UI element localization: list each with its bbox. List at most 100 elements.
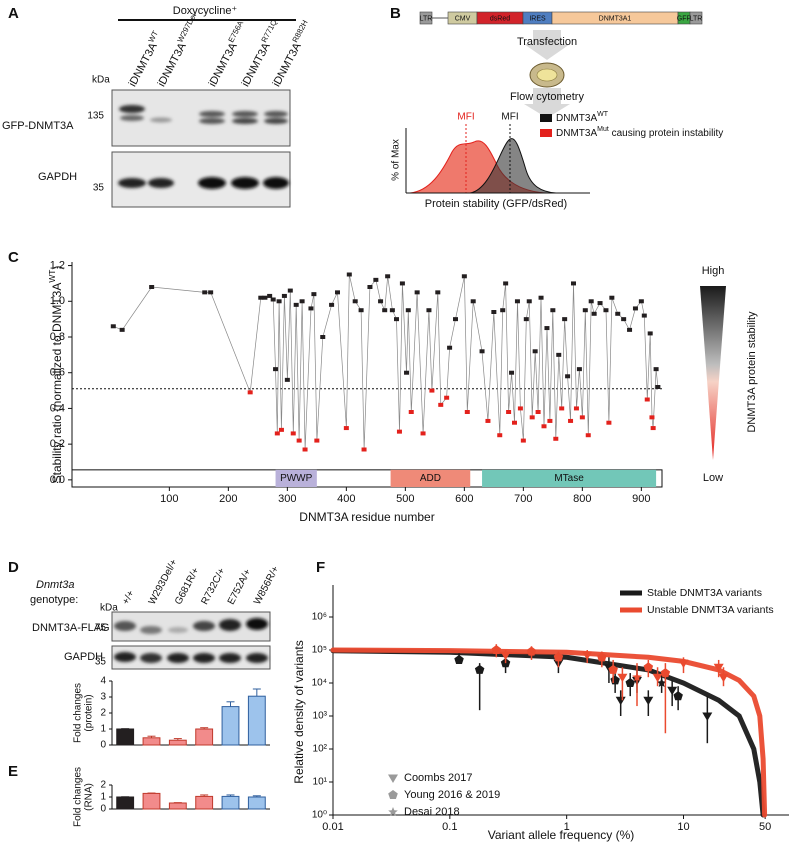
panel-d-blot: Dnmt3a genotype: kDa 75 35 DNMT3A-FLAG G… — [30, 579, 271, 670]
data-point — [335, 290, 340, 295]
data-point — [270, 297, 276, 302]
data-point — [702, 712, 713, 721]
text-part: iDNMT3A — [240, 40, 273, 88]
x-tick-label: 600 — [455, 493, 473, 505]
data-point — [399, 281, 405, 286]
vector-label: DNMT3A1 — [599, 15, 632, 22]
data-point — [329, 302, 335, 307]
legend-marker — [388, 790, 398, 799]
data-point — [653, 367, 659, 372]
data-point — [632, 672, 642, 682]
data-point — [647, 331, 653, 336]
text-part: iDNMT3A — [207, 40, 240, 88]
y-tick-label: 1 — [100, 724, 106, 735]
data-point — [526, 299, 532, 304]
data-point — [262, 295, 268, 300]
legend-swatch — [540, 129, 552, 137]
panel-a: Doxycycline⁺ kDa 135 35 GFP-DNMT3A GAPDH — [2, 5, 296, 208]
bar — [142, 737, 161, 746]
text-part: iDNMT3A — [127, 40, 160, 88]
bar — [221, 795, 240, 810]
superscript: R882H — [290, 18, 309, 43]
x-tick-label: 10 — [677, 821, 689, 833]
x-tick-label: 800 — [573, 493, 591, 505]
panel-c: High Low DNMT3A protein stability DNMT3A… — [299, 265, 758, 524]
x-tick-label: 0.1 — [442, 821, 457, 833]
data-point — [385, 274, 391, 279]
data-point — [627, 327, 633, 332]
text-part: DNMT3A — [556, 113, 597, 124]
category-label: R732C/+ — [199, 566, 227, 606]
data-point — [287, 288, 293, 293]
legend-marker — [388, 807, 398, 816]
data-point — [649, 415, 655, 420]
data-point — [361, 447, 367, 452]
data-point — [293, 302, 299, 307]
data-point — [474, 664, 485, 674]
data-point — [394, 317, 399, 322]
data-point — [149, 285, 155, 289]
data-point — [500, 651, 511, 661]
data-point — [373, 277, 379, 282]
stability-line — [113, 274, 659, 450]
category-label: W856R/+ — [252, 564, 281, 606]
y-tick-label: 1.2 — [50, 259, 65, 271]
kda-label: kDa — [92, 75, 110, 86]
bar — [116, 728, 135, 746]
data-point — [655, 385, 661, 389]
data-point — [447, 345, 453, 350]
data-point — [404, 370, 410, 375]
domain — [275, 469, 317, 487]
data-point — [110, 324, 116, 329]
data-point — [615, 311, 621, 316]
step-label: Flow cytometry — [510, 91, 584, 103]
text-part: DNMT3A — [556, 128, 597, 139]
data-point — [553, 436, 559, 441]
data-point — [520, 438, 526, 443]
text-part: Stability ratio (normalized to DNMT3A — [50, 283, 64, 484]
data-point — [396, 429, 402, 434]
panel-label: B — [390, 5, 401, 22]
kda-marker: 35 — [93, 183, 105, 194]
colorbar-label: DNMT3A protein stability — [746, 311, 758, 433]
y-tick-label: 10⁵ — [312, 645, 327, 656]
data-point — [299, 299, 305, 304]
condition-label: Doxycycline⁺ — [173, 5, 238, 17]
vector-element — [689, 11, 703, 25]
data-point — [526, 646, 537, 656]
data-point — [382, 308, 388, 313]
y-axis-label: Stability ratio (normalized to DNMT3AWT) — [47, 266, 64, 484]
blot — [111, 611, 271, 642]
x-tick-label: 0.01 — [322, 821, 343, 833]
arrow — [524, 30, 570, 60]
data-point — [485, 418, 491, 423]
step-label: Transfection — [517, 36, 577, 48]
data-point — [523, 317, 529, 322]
x-axis-label: DNMT3A residue number — [299, 510, 434, 524]
data-point — [718, 673, 729, 683]
data-point — [544, 326, 550, 331]
vector-label: CMV — [455, 15, 471, 22]
data-point — [346, 272, 352, 277]
data-point — [532, 349, 538, 354]
data-point — [420, 431, 426, 436]
data-point — [302, 447, 308, 452]
x-tick-label: 400 — [337, 493, 355, 505]
data-point — [582, 651, 593, 661]
data-point — [538, 295, 544, 300]
data-point — [606, 420, 612, 425]
vector-label: LTR — [420, 15, 433, 22]
data-point — [550, 308, 556, 313]
x-tick-label: 900 — [632, 493, 650, 505]
text-part: iDNMT3A — [271, 40, 304, 88]
data-point — [311, 292, 317, 297]
data-point — [667, 686, 678, 696]
data-point — [588, 299, 594, 304]
y-tick-label: 1.0 — [50, 295, 65, 307]
data-point — [514, 299, 520, 304]
data-point — [274, 431, 280, 436]
blot-label: DNMT3A-FLAG — [32, 622, 110, 634]
x-axis-label: Protein stability (GFP/dsRed) — [425, 198, 567, 210]
data-point — [517, 406, 523, 411]
